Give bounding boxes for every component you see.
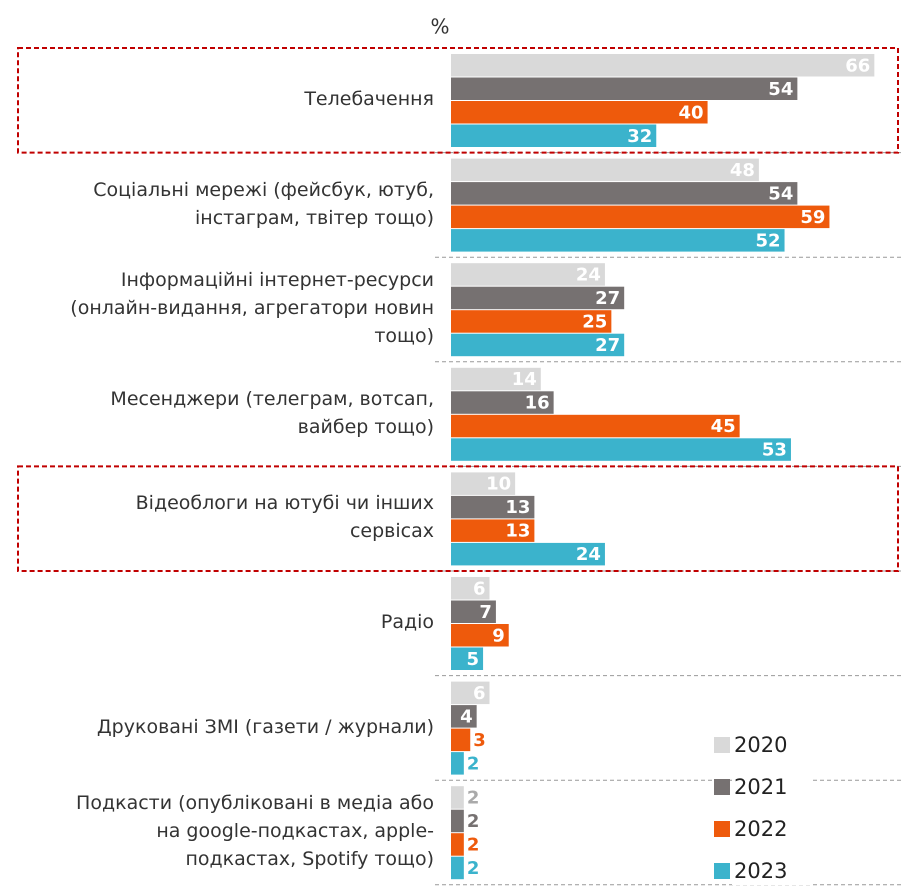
legend-swatch <box>714 863 730 879</box>
category-label: Відеоблоги на ютубі чи інших сервісах <box>135 492 434 543</box>
data-label: 25 <box>582 311 607 332</box>
bar <box>451 77 798 100</box>
category-label: Друковані ЗМІ (газети / журнали) <box>96 715 434 738</box>
bar <box>451 101 708 124</box>
bar <box>451 624 509 647</box>
data-label: 2 <box>467 753 480 774</box>
category-label: Соціальні мережі (фейсбук, ютуб, інстагр… <box>93 178 434 229</box>
bar <box>451 205 830 229</box>
data-label: 6 <box>473 683 486 704</box>
legend-bg <box>732 857 810 885</box>
bar <box>451 647 484 670</box>
data-label: 54 <box>768 79 793 100</box>
highlight-box <box>17 47 899 154</box>
data-label: 9 <box>492 625 505 646</box>
bar <box>451 124 657 147</box>
bar <box>451 728 471 752</box>
legend-bg <box>732 731 810 759</box>
legend-label: 2021 <box>734 775 787 799</box>
bar <box>451 752 464 775</box>
bar <box>451 54 875 77</box>
legend-swatch <box>714 821 730 837</box>
data-label: 2 <box>467 834 480 855</box>
category-label: Інформаційні інтернет-ресурси (онлайн-ви… <box>70 269 434 348</box>
bar <box>451 577 490 600</box>
bar <box>451 229 785 252</box>
bar <box>451 263 605 286</box>
data-label: 54 <box>768 183 793 204</box>
data-label: 13 <box>505 497 530 518</box>
data-label: 27 <box>595 288 620 309</box>
category-label: Радіо <box>380 611 434 633</box>
bar <box>451 705 477 728</box>
data-label: 16 <box>525 393 550 414</box>
legend-swatch <box>714 737 730 753</box>
bar <box>451 472 516 495</box>
data-label: 7 <box>479 602 492 623</box>
bar <box>451 809 464 833</box>
data-label: 13 <box>505 521 530 542</box>
data-label: 48 <box>730 160 755 181</box>
data-label: 40 <box>679 102 704 123</box>
data-label: 52 <box>755 230 780 251</box>
data-label: 24 <box>576 264 601 285</box>
bar <box>451 833 464 856</box>
data-label: 24 <box>576 544 601 565</box>
bar <box>451 856 464 880</box>
bar <box>451 495 535 519</box>
bar <box>451 391 554 414</box>
data-label: 6 <box>473 578 486 599</box>
data-label: 2 <box>467 787 480 808</box>
bar <box>451 438 791 461</box>
data-label: 32 <box>627 126 652 147</box>
bar <box>451 519 535 542</box>
legend-label: 2022 <box>734 817 787 841</box>
data-label: 5 <box>467 649 480 670</box>
data-label: 53 <box>762 440 787 461</box>
bar <box>451 367 541 391</box>
bar <box>451 786 464 809</box>
data-label: 45 <box>711 416 736 437</box>
bar <box>451 414 740 438</box>
legend-label: 2023 <box>734 859 787 883</box>
data-label: 59 <box>800 207 825 228</box>
bar <box>451 333 625 357</box>
bar <box>451 158 759 182</box>
bar <box>451 182 798 205</box>
bar <box>451 542 605 566</box>
data-label: 2 <box>467 811 480 832</box>
category-label: Месенджери (телеграм, вотсап, вайбер тощ… <box>110 387 434 438</box>
data-label: 66 <box>845 55 870 76</box>
data-label: 27 <box>595 335 620 356</box>
data-label: 10 <box>486 474 511 495</box>
data-label: 14 <box>512 369 537 390</box>
data-label: 2 <box>467 858 480 879</box>
legend-bg <box>732 773 810 801</box>
category-label: Подкасти (опубліковані в медіа або на go… <box>76 792 434 871</box>
legend-bg <box>732 815 810 843</box>
bar <box>451 600 496 623</box>
category-label: Телебачення <box>304 88 434 110</box>
bar <box>451 310 612 333</box>
data-label: 4 <box>460 706 473 727</box>
highlight-box <box>17 465 899 572</box>
chart-title: % <box>430 15 449 39</box>
data-label: 3 <box>473 730 486 751</box>
bar <box>451 286 625 310</box>
bar <box>451 681 490 705</box>
legend-label: 2020 <box>734 733 787 757</box>
legend-swatch <box>714 779 730 795</box>
